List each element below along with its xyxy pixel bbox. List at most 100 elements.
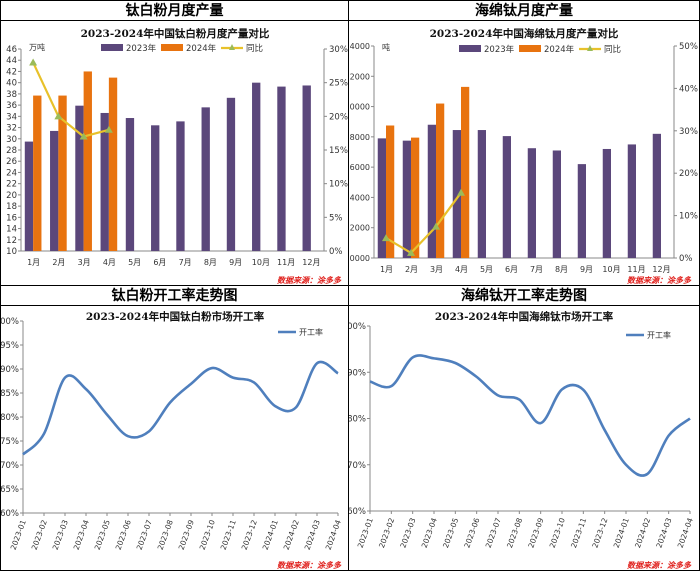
x-tick-label: 8月 — [204, 258, 217, 267]
x-tick-label: 2023-10 — [198, 518, 217, 551]
y-tick-label: 32 — [6, 124, 17, 134]
yoy-line — [32, 61, 110, 138]
x-tick-label: 2023-11 — [219, 518, 238, 551]
legend-marker-icon — [587, 45, 593, 51]
y-tick-label: 20000 — [349, 103, 370, 112]
bar-2023年-9月 — [577, 164, 586, 258]
y-tick-label: 12 — [6, 236, 17, 246]
legend-label: 2024年 — [186, 43, 217, 54]
y-tick-label: 18 — [6, 202, 17, 212]
bar-2024年-3月 — [436, 103, 445, 259]
bar-2023年-2月 — [402, 140, 411, 258]
legend-label: 2024年 — [544, 44, 575, 55]
yoy-marker-4月 — [457, 188, 465, 196]
x-tick-label: 2023-08 — [505, 516, 524, 549]
x-tick-label: 2023-01 — [356, 516, 375, 549]
legend-swatch-2024年 — [519, 45, 541, 52]
unit-label: 吨 — [382, 42, 390, 52]
x-tick-label: 2023-04 — [72, 518, 91, 551]
bar-2023年-11月 — [277, 86, 286, 251]
x-tick-label: 5月 — [480, 265, 493, 274]
unit-label: 万吨 — [29, 42, 45, 52]
bar-2023年-6月 — [502, 136, 511, 258]
bar-2023年-10月 — [602, 148, 611, 258]
bar-2023年-1月 — [377, 138, 386, 258]
bar-2023年-12月 — [302, 85, 311, 251]
x-tick-label: 2023-06 — [114, 518, 133, 551]
x-tick-label: 2024-03 — [303, 518, 322, 551]
panel-sponge-ti-utilization: 海绵钛开工率走势图 2023-2024年中国海绵钛市场开工率 60% 70% 80% 9… — [349, 286, 699, 570]
y-tick-label: 14000 — [349, 193, 370, 202]
x-tick-label: 2023-12 — [240, 518, 259, 551]
bar-2023年-8月 — [201, 107, 210, 251]
x-tick-label: 2023-09 — [177, 518, 196, 551]
y2-tick-label: 0% — [329, 247, 343, 257]
y-tick-label: 14 — [6, 225, 17, 235]
x-tick-label: 4月 — [103, 258, 116, 267]
legend-label: 开工率 — [647, 330, 671, 340]
yoy-marker-3月 — [432, 222, 440, 230]
x-tick-label: 3月 — [78, 258, 91, 267]
chart-title: 2023-2024年中国海绵钛市场开工率 — [435, 310, 614, 323]
y2-tick-label: 10% — [679, 212, 698, 222]
bar-2023年-4月 — [100, 112, 109, 251]
bar-2024年-4月 — [461, 86, 470, 258]
x-tick-label: 11月 — [627, 265, 645, 274]
x-tick-label: 2023-11 — [569, 516, 588, 549]
bar-2024年-1月 — [386, 125, 395, 258]
y2-tick-label: 0% — [679, 254, 693, 264]
y-tick-label: 70% — [349, 461, 366, 471]
bar-2023年-7月 — [176, 121, 185, 251]
legend-marker-icon — [229, 44, 235, 50]
bar-2023年-5月 — [477, 130, 486, 258]
bar-2023年-11月 — [627, 144, 636, 258]
x-tick-label: 2月 — [52, 258, 65, 267]
data-source-note: 数据来源：涂多多 — [277, 276, 342, 285]
x-tick-label: 2023-07 — [484, 516, 503, 549]
bar-2023年-12月 — [652, 133, 661, 258]
y-tick-label: 34 — [6, 112, 17, 122]
y-tick-label: 26 — [6, 157, 17, 167]
x-tick-label: 9月 — [229, 258, 242, 267]
yoy-marker-1月 — [382, 234, 390, 242]
bar-2023年-3月 — [75, 105, 84, 251]
y-tick-label: 40 — [6, 79, 17, 89]
x-tick-label: 2024-02 — [282, 518, 301, 551]
y-tick-label: 22 — [6, 180, 17, 190]
data-source-note: 数据来源：涂多多 — [627, 561, 692, 570]
x-tick-label: 7月 — [179, 258, 192, 267]
x-tick-label: 7月 — [530, 265, 543, 274]
panel-header: 海绵钛月度产量 — [349, 1, 699, 21]
legend-label: 同比 — [246, 43, 263, 54]
x-tick-label: 2024-04 — [676, 516, 695, 549]
x-tick-label: 2024-01 — [261, 518, 280, 551]
yoy-marker-2月 — [407, 248, 415, 256]
legend-swatch-2024年 — [161, 44, 183, 51]
y-tick-label: 12000 — [349, 224, 370, 233]
x-tick-label: 2023-02 — [30, 518, 49, 551]
x-tick-label: 2024-01 — [612, 516, 631, 549]
x-tick-label: 2023-03 — [398, 516, 417, 549]
yoy-line — [385, 192, 462, 255]
x-tick-label: 2023-12 — [590, 516, 609, 549]
y-tick-label: 42 — [6, 67, 17, 77]
y-tick-label: 20 — [6, 191, 17, 201]
y2-tick-label: 5% — [329, 213, 343, 223]
x-tick-label: 12月 — [302, 258, 320, 267]
x-tick-label: 2023-03 — [51, 518, 70, 551]
x-tick-label: 1月 — [380, 265, 393, 274]
y-tick-label: 65% — [1, 485, 19, 495]
y2-tick-label: 50% — [679, 42, 698, 52]
x-tick-label: 11月 — [277, 258, 295, 267]
tio2-utilization-chart: 2023-2024年中国钛白粉市场开工率 60% 65% 70% 75% 80% 85% 90… — [1, 310, 343, 570]
bar-2023年-7月 — [527, 148, 536, 258]
y-tick-label: 70% — [1, 461, 19, 471]
y-tick-label: 10 — [6, 247, 17, 257]
panel-tio2-utilization: 钛白粉开工率走势图 2023-2024年中国钛白粉市场开工率 60% 65% 70% 7… — [1, 286, 349, 570]
yoy-marker-1月 — [29, 58, 38, 66]
y2-tick-label: 25% — [329, 79, 348, 89]
line-series-开工率 — [369, 354, 691, 477]
bar-2023年-2月 — [50, 130, 59, 251]
panel-header: 钛白粉月度产量 — [1, 1, 348, 21]
y-tick-label: 60% — [349, 507, 366, 517]
